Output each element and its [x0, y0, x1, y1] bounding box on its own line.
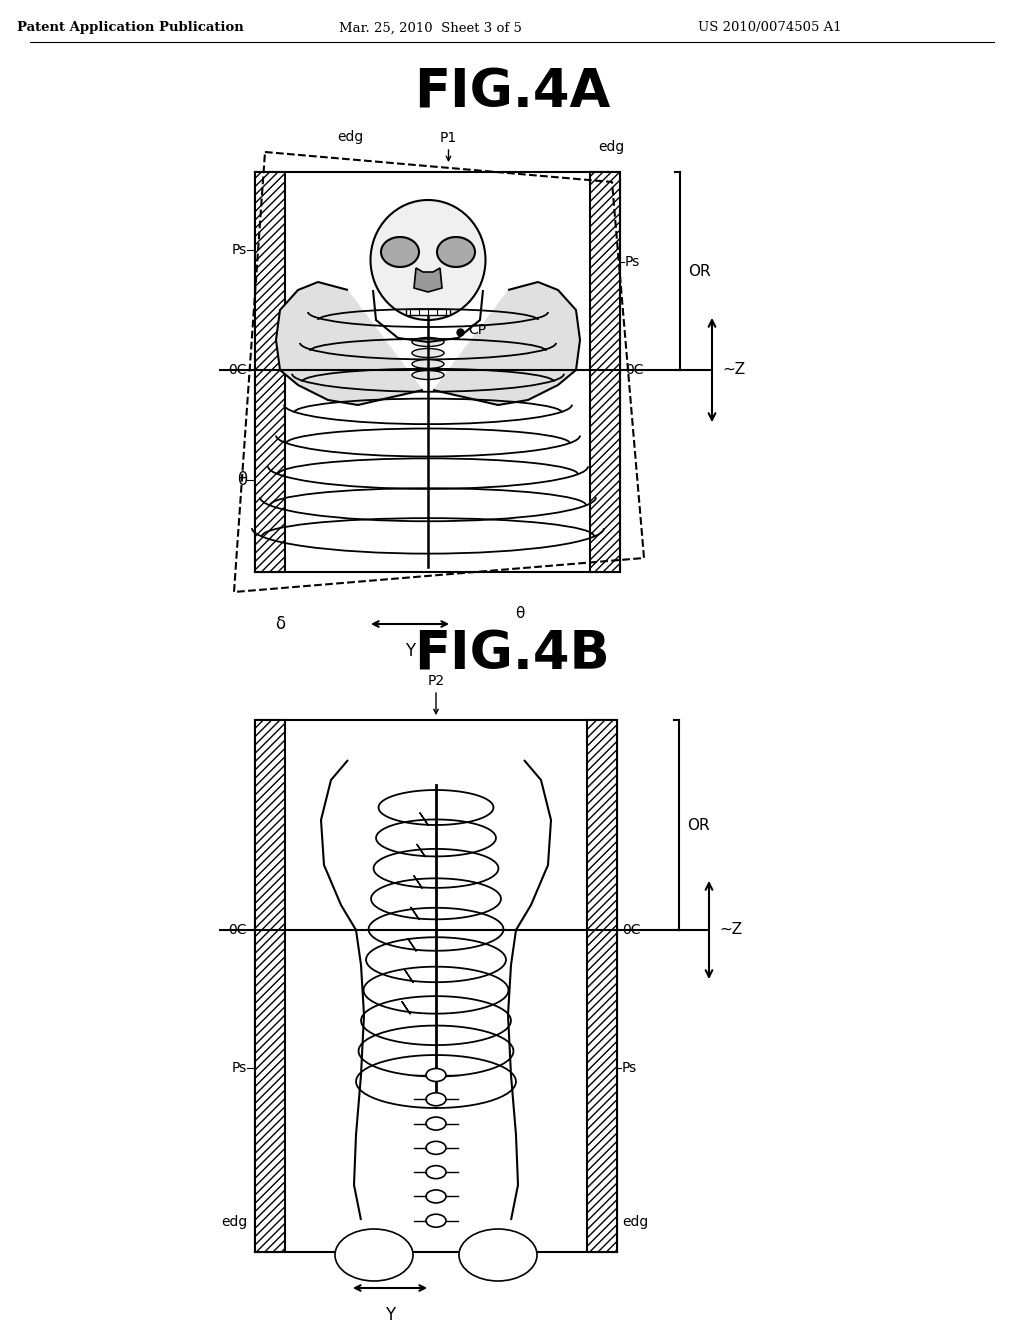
- Ellipse shape: [426, 1166, 446, 1179]
- Bar: [590, 172, 620, 572]
- Text: FIG.4B: FIG.4B: [414, 630, 610, 681]
- Bar: [285, 719, 587, 1251]
- Text: OR: OR: [687, 817, 710, 833]
- Text: OR: OR: [688, 264, 711, 279]
- Polygon shape: [433, 282, 580, 405]
- Polygon shape: [414, 268, 442, 292]
- Text: Ps: Ps: [622, 1061, 637, 1074]
- Text: US 2010/0074505 A1: US 2010/0074505 A1: [698, 21, 842, 34]
- Ellipse shape: [412, 371, 444, 380]
- Text: 0C: 0C: [228, 363, 247, 378]
- Text: θ: θ: [515, 606, 524, 622]
- Text: 0C: 0C: [625, 363, 643, 378]
- Bar: [255, 719, 617, 1251]
- Ellipse shape: [381, 238, 419, 267]
- Ellipse shape: [412, 359, 444, 368]
- Bar: [285, 172, 590, 572]
- Text: 0C: 0C: [228, 923, 247, 937]
- Ellipse shape: [426, 1117, 446, 1130]
- Text: FIG.4A: FIG.4A: [414, 66, 610, 117]
- Bar: [587, 719, 617, 1251]
- Text: Ps: Ps: [625, 255, 640, 269]
- Polygon shape: [276, 282, 423, 405]
- Ellipse shape: [335, 1229, 413, 1280]
- Ellipse shape: [412, 348, 444, 358]
- Bar: [255, 719, 285, 1251]
- Text: P1: P1: [440, 131, 457, 145]
- Text: ~Z: ~Z: [719, 923, 742, 937]
- Ellipse shape: [412, 338, 444, 346]
- Text: Mar. 25, 2010  Sheet 3 of 5: Mar. 25, 2010 Sheet 3 of 5: [339, 21, 521, 34]
- Text: P2: P2: [427, 675, 444, 688]
- Bar: [255, 172, 285, 572]
- Text: edg: edg: [622, 1214, 648, 1229]
- Ellipse shape: [426, 1068, 446, 1081]
- Bar: [406, 309, 450, 315]
- Text: Y: Y: [404, 642, 415, 660]
- Text: edg: edg: [221, 1214, 247, 1229]
- Text: Ps: Ps: [231, 243, 247, 257]
- Text: CP: CP: [468, 323, 486, 337]
- Ellipse shape: [426, 1189, 446, 1203]
- Ellipse shape: [459, 1229, 537, 1280]
- Ellipse shape: [426, 1142, 446, 1155]
- Text: δ: δ: [274, 615, 285, 634]
- Bar: [255, 172, 620, 572]
- Text: edg: edg: [337, 129, 364, 144]
- Ellipse shape: [437, 238, 475, 267]
- Ellipse shape: [426, 1214, 446, 1228]
- Text: 0C: 0C: [622, 923, 640, 937]
- Ellipse shape: [371, 201, 485, 319]
- Text: θ: θ: [237, 471, 247, 488]
- Text: ~Z: ~Z: [722, 363, 745, 378]
- Text: Patent Application Publication: Patent Application Publication: [16, 21, 244, 34]
- Text: Ps: Ps: [231, 1061, 247, 1074]
- Ellipse shape: [426, 1093, 446, 1106]
- Text: edg: edg: [598, 140, 625, 154]
- Text: Y: Y: [385, 1305, 395, 1320]
